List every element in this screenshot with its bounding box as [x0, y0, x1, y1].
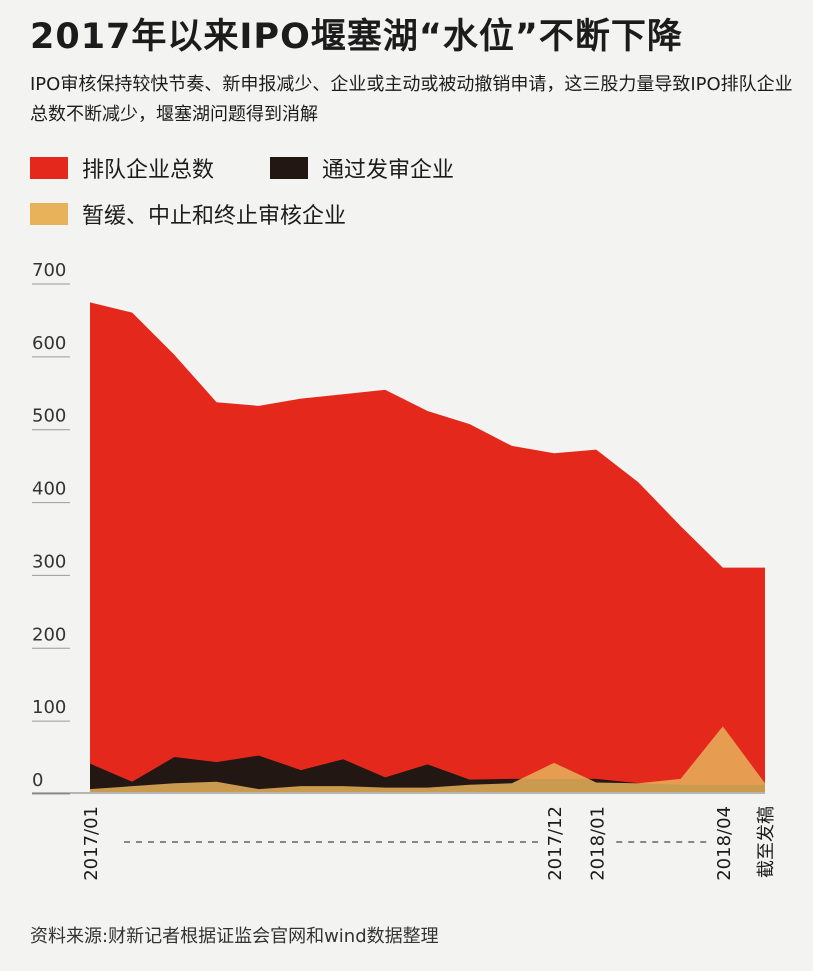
legend-row-1: 排队企业总数 通过发审企业	[30, 152, 510, 184]
chart-subtitle: IPO审核保持较快节奏、新申报减少、企业或主动或被动撤销申请，这三股力量导致IP…	[30, 74, 793, 125]
y-tick-label-200: 200	[32, 624, 66, 645]
y-tick-label-300: 300	[32, 551, 66, 572]
legend-row-2: 暂缓、中止和终止审核企业	[30, 198, 402, 230]
source-note: 资料来源:财新记者根据证监会官网和wind数据整理	[30, 926, 439, 947]
x-tick-label-12: 2018/01	[587, 806, 608, 881]
legend-swatch-approved	[270, 157, 309, 179]
y-tick-label-700: 700	[32, 260, 66, 281]
legend-swatch-queue	[30, 157, 68, 179]
y-tick-label-600: 600	[32, 333, 66, 354]
legend-label-queue: 排队企业总数	[82, 158, 215, 183]
area-series-0	[90, 302, 765, 792]
x-tick-label-11: 2017/12	[545, 806, 566, 881]
y-tick-label-100: 100	[32, 697, 66, 718]
chart-title: 2017年以来IPO堰塞湖“水位”不断下降	[30, 17, 683, 57]
legend-swatch-suspended	[30, 203, 68, 225]
legend-label-suspended: 暂缓、中止和终止审核企业	[82, 204, 347, 229]
x-tick-label-16: 截至发稿	[756, 806, 777, 878]
y-tick-label-500: 500	[32, 406, 66, 427]
x-tick-label-15: 2018/04	[714, 806, 735, 881]
y-tick-label-400: 400	[32, 479, 66, 500]
x-tick-label-0: 2017/01	[81, 806, 102, 881]
legend-label-approved: 通过发审企业	[322, 158, 455, 183]
y-tick-label-0: 0	[32, 770, 43, 791]
area-series-2	[90, 726, 765, 792]
